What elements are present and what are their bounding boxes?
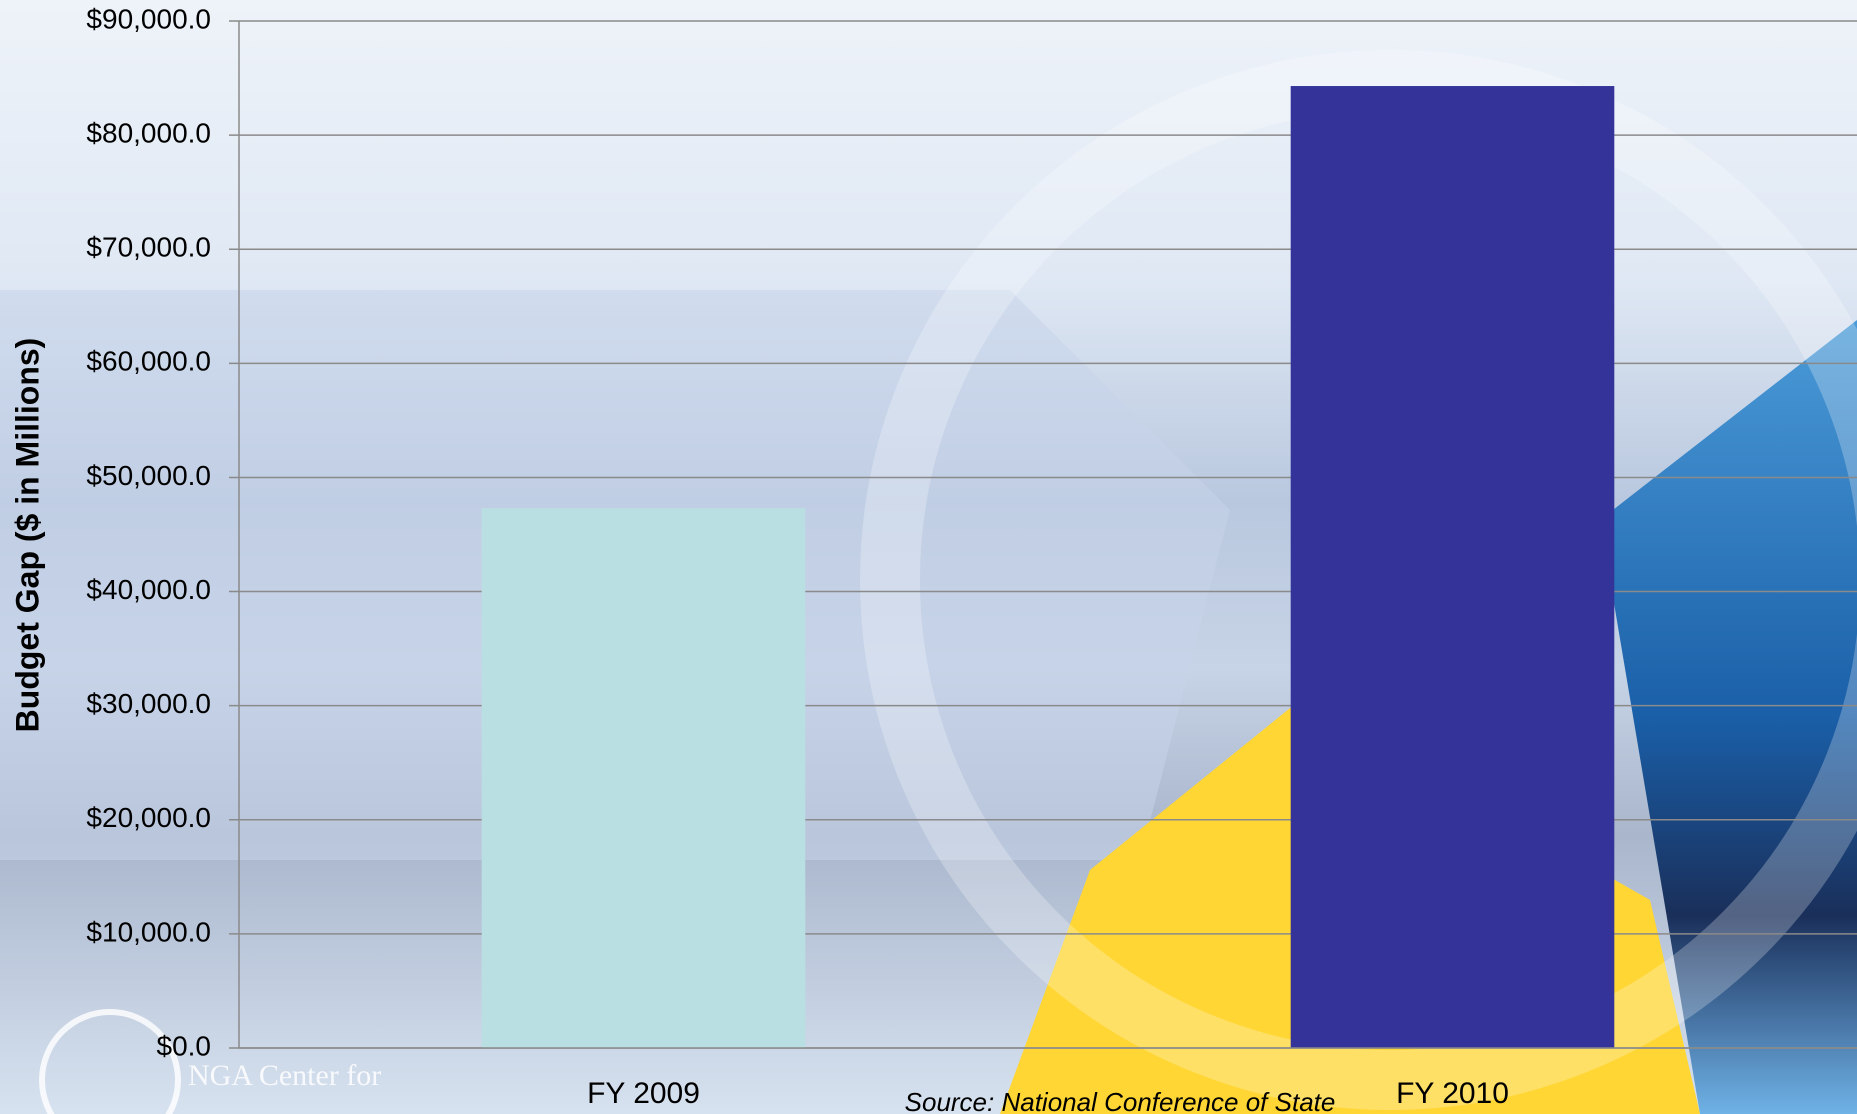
- y-tick-label: $70,000.0: [86, 232, 211, 263]
- bar: [1291, 86, 1615, 1048]
- y-tick-label: $90,000.0: [86, 3, 211, 34]
- page: NGA Center for Source: National Conferen…: [0, 0, 1857, 1114]
- y-tick-label: $0.0: [157, 1030, 212, 1061]
- logo-text: NGA Center for: [188, 1059, 381, 1092]
- y-tick-label: $50,000.0: [86, 460, 211, 491]
- source: Source: National Conference of State: [905, 1087, 1336, 1114]
- y-tick-label: $30,000.0: [86, 688, 211, 719]
- x-tick-label: FY 2010: [1396, 1077, 1509, 1110]
- y-tick-label: $60,000.0: [86, 346, 211, 377]
- y-tick-label: $80,000.0: [86, 118, 211, 149]
- bar: [482, 508, 806, 1048]
- chart: NGA Center for Source: National Conferen…: [0, 0, 1857, 1114]
- y-tick-label: $40,000.0: [86, 574, 211, 605]
- y-axis-label: Budget Gap ($ in Millions): [9, 338, 45, 733]
- y-tick-label: $20,000.0: [86, 802, 211, 833]
- x-tick-label: FY 2009: [587, 1077, 700, 1110]
- y-tick-label: $10,000.0: [86, 916, 211, 947]
